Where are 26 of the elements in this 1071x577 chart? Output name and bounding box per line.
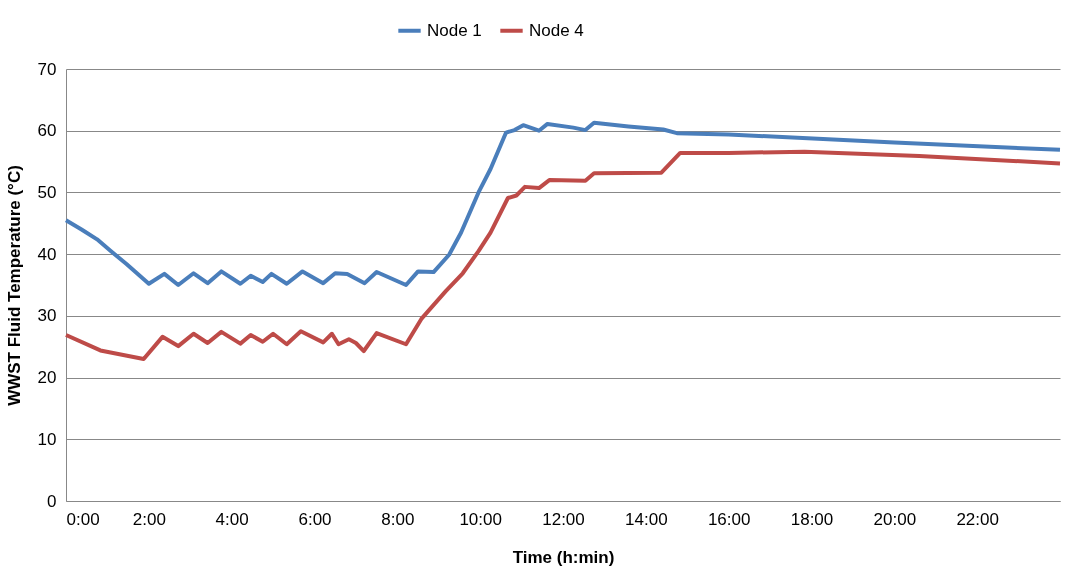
x-tick-label: 18:00 [790,509,834,529]
x-tick-label: 8:00 [381,509,415,529]
legend-label: Node 1 [427,20,482,40]
x-tick-label: 16:00 [707,509,751,529]
y-tick-label: 70 [37,59,57,79]
y-tick-label: 30 [37,306,57,326]
y-tick-label: 40 [37,244,57,264]
x-tick-label: 12:00 [542,509,585,529]
legend-label: Node 4 [529,20,584,40]
y-axis-title: WWST Fluid Temperature (°C) [4,165,24,406]
x-tick-label: 10:00 [459,509,502,529]
x-tick-label: 2:00 [132,509,166,529]
y-tick-label: 60 [37,121,57,141]
x-tick-label: 6:00 [298,509,332,529]
y-tick-label: 50 [37,182,57,202]
line-series [64,120,1062,287]
x-tick-label: 22:00 [956,509,999,529]
x-tick-label: 4:00 [215,509,249,529]
x-tick-label: 14:00 [625,509,668,529]
y-tick-label: 20 [37,368,57,388]
x-tick-label: 0:00 [66,509,100,529]
x-tick-label: 20:00 [873,509,917,529]
x-axis-title: Time (h:min) [512,547,615,567]
y-tick-label: 0 [47,491,57,511]
y-tick-label: 10 [37,429,57,449]
line-series [64,149,1062,362]
